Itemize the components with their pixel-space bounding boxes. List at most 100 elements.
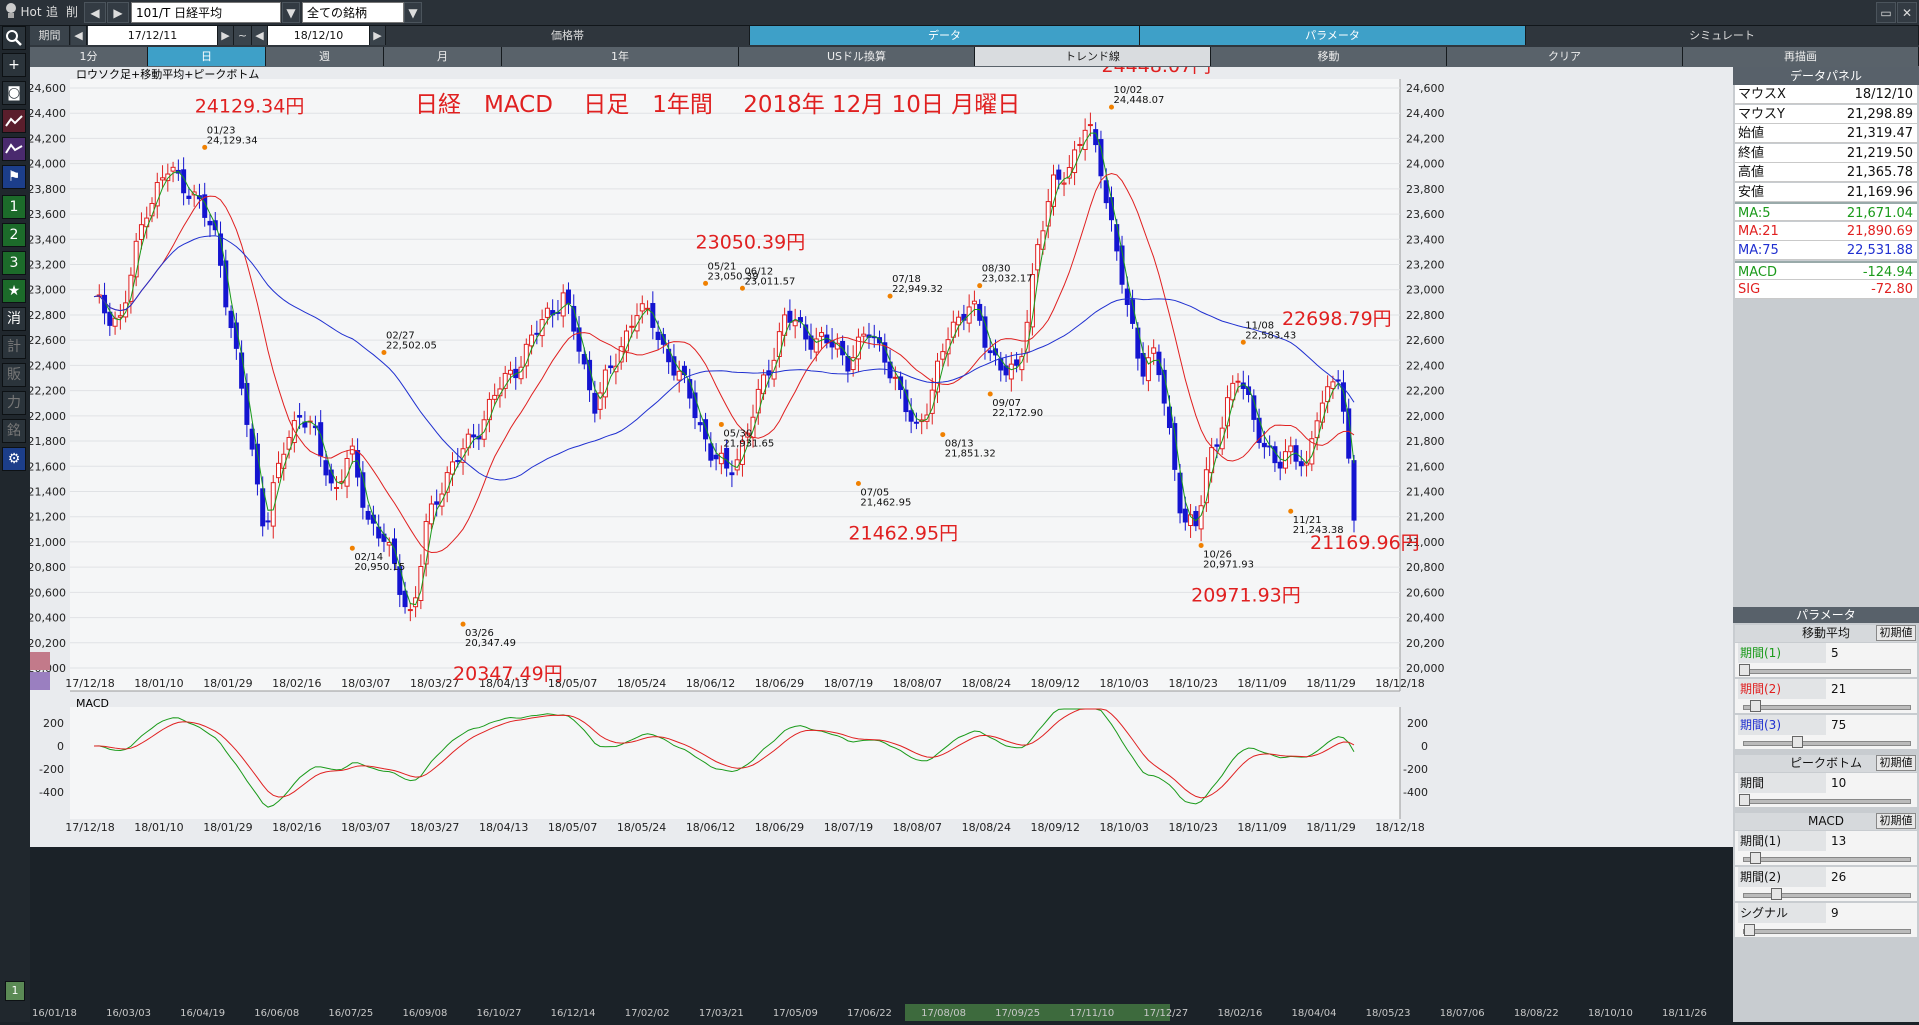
slider-knob[interactable]: [1791, 736, 1803, 748]
interval-day[interactable]: 日: [148, 47, 266, 66]
stock-button[interactable]: 銘: [2, 419, 26, 443]
timeline-canvas[interactable]: 16/01/18 16/03/03 16/04/19 16/06/08 16/07/25…: [30, 1003, 1733, 1022]
reset-default-button[interactable]: 初期値: [1876, 755, 1916, 771]
prev-symbol-button[interactable]: ◀: [84, 2, 106, 23]
filter-dropdown-button[interactable]: ▼: [404, 2, 422, 23]
symbol-field[interactable]: 101/T 日経平均: [131, 2, 281, 23]
param-value-field[interactable]: 75: [1831, 718, 1847, 732]
chart-type-icon[interactable]: [30, 652, 50, 670]
reset-default-button[interactable]: 初期値: [1876, 813, 1916, 829]
slider-track[interactable]: [1743, 669, 1911, 674]
symbol-dropdown-button[interactable]: ▼: [282, 2, 300, 23]
chart-type2-icon[interactable]: [30, 672, 50, 690]
param-slider[interactable]: [1735, 887, 1917, 901]
delete-button[interactable]: 削: [65, 5, 78, 19]
interval-month[interactable]: 月: [384, 47, 502, 66]
sales-button[interactable]: 販: [2, 363, 26, 387]
candle-body: [971, 300, 977, 305]
param-value-field[interactable]: 21: [1831, 682, 1847, 696]
calc-button[interactable]: 計: [2, 335, 26, 359]
usd-convert-button[interactable]: USドル換算: [739, 47, 975, 66]
tab-price-band[interactable]: 価格帯: [386, 26, 750, 45]
candle-body: [597, 392, 603, 410]
clear-button[interactable]: クリア: [1447, 47, 1683, 66]
data-row-value: -124.94: [1862, 264, 1913, 280]
search-icon[interactable]: [2, 26, 26, 50]
tab-parameters[interactable]: パラメータ: [1140, 26, 1526, 45]
camera-icon[interactable]: ◙: [2, 81, 26, 105]
redraw-button[interactable]: 再描画: [1683, 47, 1919, 66]
y-tick-label-left: 24,000: [30, 158, 66, 171]
flag-icon[interactable]: ⚑: [2, 165, 26, 189]
chart-area[interactable]: 24,600 24,600 24,400 24,400 24,200 24,200 24,0…: [30, 67, 1733, 847]
param-value-field[interactable]: 10: [1831, 776, 1847, 790]
interval-year[interactable]: 1年: [502, 47, 739, 66]
slider-knob[interactable]: [1739, 794, 1750, 806]
from-date-field[interactable]: 17/12/11: [88, 26, 218, 45]
from-prev-button[interactable]: ◀: [71, 26, 87, 45]
erase-button[interactable]: 消: [2, 307, 26, 331]
tab-data[interactable]: データ: [750, 26, 1140, 45]
next-symbol-button[interactable]: ▶: [107, 2, 129, 23]
to-date-field[interactable]: 18/12/10: [268, 26, 370, 45]
from-next-button[interactable]: ▶: [218, 26, 234, 45]
slider-track[interactable]: [1743, 929, 1911, 934]
param-slider[interactable]: [1735, 735, 1917, 749]
input-button[interactable]: 力: [2, 391, 26, 415]
param-value-field[interactable]: 9: [1831, 906, 1839, 920]
slider-knob[interactable]: [1771, 888, 1782, 900]
chart-canvas[interactable]: 24,600 24,600 24,400 24,400 24,200 24,200 24,0…: [30, 67, 1733, 847]
preset-1-button[interactable]: 1: [2, 195, 26, 219]
chevron-down-icon: ▼: [408, 6, 418, 20]
macd-x-tick-label: 18/02/16: [272, 821, 321, 834]
move-button[interactable]: 移動: [1211, 47, 1447, 66]
preset-3-button[interactable]: 3: [2, 251, 26, 275]
slider-track[interactable]: [1743, 705, 1911, 710]
filter-select[interactable]: 全ての銘柄: [302, 2, 404, 23]
param-value-field[interactable]: 26: [1831, 870, 1847, 884]
tab-simulate[interactable]: シミュレート: [1526, 26, 1919, 45]
bulb-icon[interactable]: [2, 2, 20, 23]
param-slider[interactable]: [1735, 663, 1917, 677]
hot-button[interactable]: Hot: [20, 5, 42, 19]
to-prev-button[interactable]: ◀: [252, 26, 268, 45]
y-tick-label-right: 21,000: [1406, 536, 1445, 549]
settings-gear-icon[interactable]: ⚙: [2, 447, 26, 471]
param-slider[interactable]: [1735, 793, 1917, 807]
star-button[interactable]: ★: [2, 279, 26, 303]
arrow-left-icon: ◀: [90, 6, 100, 20]
interval-1min[interactable]: 1分: [30, 47, 148, 66]
minimize-button[interactable]: ▭: [1876, 2, 1896, 23]
peak-marker: [703, 280, 709, 286]
candle-body: [903, 389, 909, 413]
trendline-button[interactable]: トレンド線: [975, 47, 1211, 66]
close-button[interactable]: ✕: [1897, 2, 1917, 23]
crosshair-icon[interactable]: +: [2, 53, 26, 77]
page-1-button[interactable]: 1: [5, 981, 25, 1001]
slider-track[interactable]: [1743, 857, 1911, 862]
param-slider[interactable]: [1735, 699, 1917, 713]
candle-body: [787, 310, 793, 323]
slider-track[interactable]: [1743, 799, 1911, 804]
timeline-bar[interactable]: 16/01/18 16/03/03 16/04/19 16/06/08 16/07/25…: [30, 1003, 1733, 1022]
reset-default-button[interactable]: 初期値: [1876, 625, 1916, 641]
slider-knob[interactable]: [1743, 924, 1755, 936]
slider-track[interactable]: [1743, 741, 1911, 746]
param-value-field[interactable]: 5: [1831, 646, 1839, 660]
candle-body: [1056, 169, 1062, 180]
param-value-field[interactable]: 13: [1831, 834, 1847, 848]
preset-2-button[interactable]: 2: [2, 223, 26, 247]
slider-knob[interactable]: [1739, 664, 1750, 676]
to-next-button[interactable]: ▶: [370, 26, 386, 45]
interval-week[interactable]: 週: [266, 47, 384, 66]
param-slider[interactable]: [1735, 923, 1917, 937]
trace-button[interactable]: 追: [45, 5, 58, 19]
line-chart-icon[interactable]: [2, 137, 26, 161]
candle-chart-icon[interactable]: [2, 109, 26, 133]
slider-knob[interactable]: [1750, 852, 1762, 864]
slider-knob[interactable]: [1750, 700, 1762, 712]
ma75-line: [93, 235, 1355, 481]
slider-track[interactable]: [1743, 893, 1911, 898]
param-slider[interactable]: [1735, 851, 1917, 865]
candle-body: [845, 355, 851, 372]
